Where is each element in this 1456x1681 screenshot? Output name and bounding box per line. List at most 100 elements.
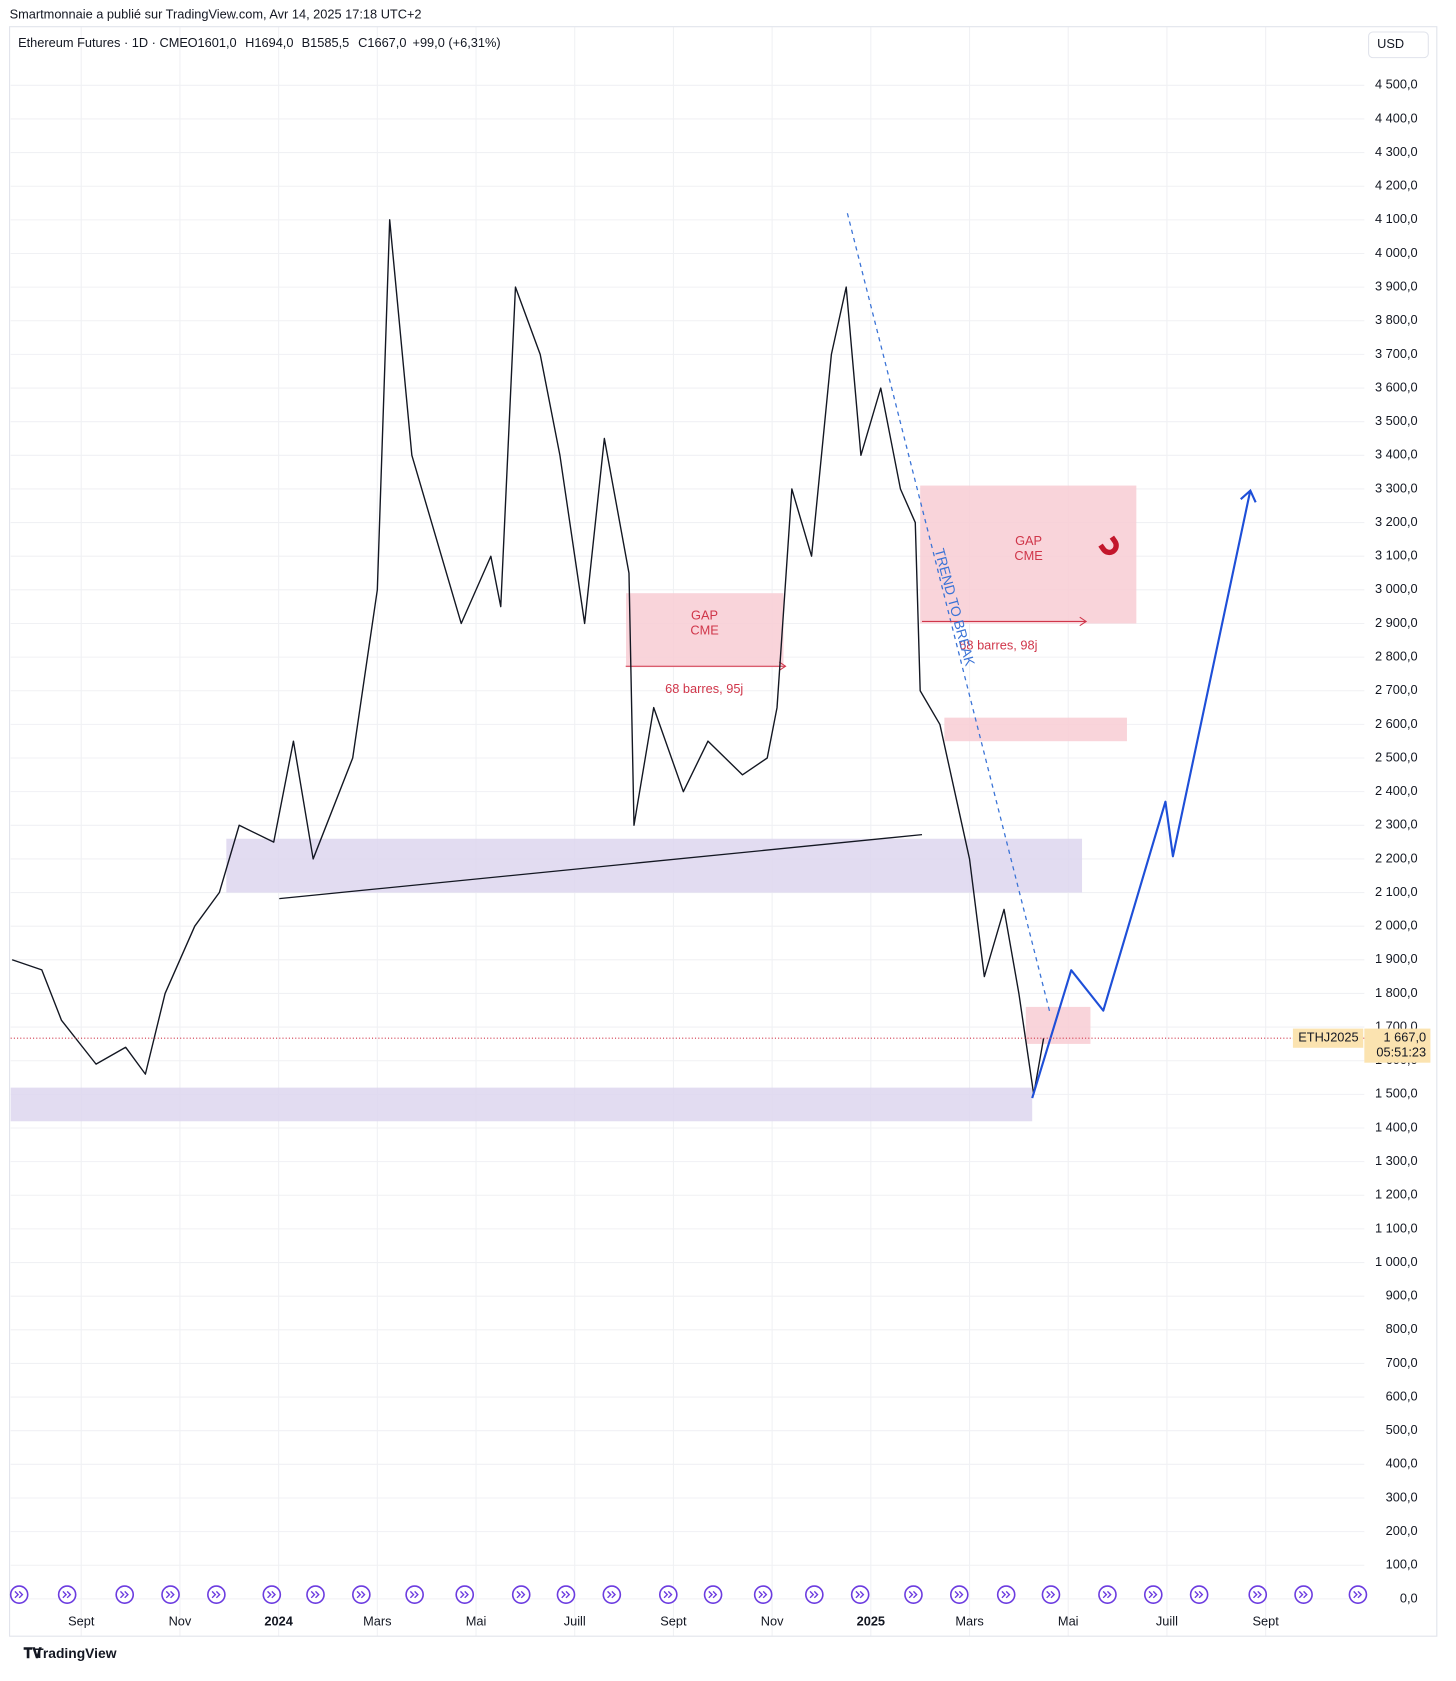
y-tick-label: 3 700,0 (1375, 346, 1418, 361)
gap-label: GAP (1015, 533, 1042, 548)
ohlc-low: B1585,5 (302, 35, 350, 50)
event-icon-glyph (14, 1590, 24, 1599)
event-icon-glyph (62, 1590, 72, 1599)
magnet-icon (1098, 535, 1119, 556)
event-icon-glyph (459, 1590, 469, 1599)
currency[interactable]: USD (1377, 36, 1404, 51)
event-icon (703, 1585, 723, 1604)
y-tick-label: 3 000,0 (1375, 581, 1418, 596)
event-icon-glyph (409, 1590, 419, 1599)
event-icon (9, 1585, 29, 1604)
event-icon-glyph (758, 1590, 768, 1599)
y-tick-label: 2 400,0 (1375, 783, 1418, 798)
price-tag (1364, 1028, 1431, 1063)
publisher: Smartmonnaie a publié sur TradingView.co… (10, 6, 422, 21)
event-icon (1098, 1585, 1117, 1604)
zone (226, 838, 1083, 893)
zone (920, 485, 1137, 624)
y-tick-label: 2 000,0 (1375, 918, 1418, 933)
y-tick-label: 2 900,0 (1375, 615, 1418, 630)
x-tick-label: 2024 (264, 1614, 293, 1629)
event-icon-glyph (1001, 1590, 1011, 1599)
y-tick-label: 3 500,0 (1375, 413, 1418, 428)
y-tick-label: 1 100,0 (1375, 1220, 1418, 1235)
y-tick-label: 100,0 (1386, 1557, 1418, 1572)
y-tick-label: 4 100,0 (1375, 211, 1418, 226)
y-tick-label: 200,0 (1386, 1523, 1418, 1538)
event-icon-glyph (1148, 1590, 1158, 1599)
zone (626, 593, 784, 668)
event-icon-glyph (1194, 1590, 1204, 1599)
event-icon-glyph (809, 1590, 819, 1599)
y-tick-label: 1 800,0 (1375, 985, 1418, 1000)
symbol-label: ETHJ2025 (1298, 1030, 1358, 1045)
bars-count: 68 barres, 95j (665, 681, 743, 696)
event-icon (602, 1585, 622, 1604)
symbol-tag (1292, 1028, 1364, 1048)
event-icon (57, 1585, 77, 1604)
event-icon (1248, 1585, 1268, 1604)
y-tick-label: 3 800,0 (1375, 312, 1418, 327)
event-icon (1348, 1585, 1368, 1604)
arrow-head (778, 661, 787, 671)
event-icon (455, 1585, 475, 1604)
ohlc-open: O1601,0 (188, 35, 237, 50)
event-icon (850, 1585, 870, 1604)
event-icon-glyph (855, 1590, 865, 1599)
y-tick-label: 4 500,0 (1375, 77, 1418, 92)
event-icon-glyph (1353, 1590, 1363, 1599)
event-icon-glyph (1102, 1590, 1112, 1599)
y-tick-label: 2 800,0 (1375, 648, 1418, 663)
gap-label: GAP (691, 608, 718, 623)
event-icon (1041, 1585, 1061, 1604)
event-icon (306, 1585, 325, 1604)
event-icon-glyph (908, 1590, 918, 1599)
event-icon (904, 1585, 923, 1604)
y-tick-label: 3 600,0 (1375, 379, 1418, 394)
event-icon (352, 1585, 371, 1604)
event-icon-glyph (1298, 1590, 1308, 1599)
event-icon-glyph (561, 1590, 571, 1599)
y-tick-label: 1 400,0 (1375, 1119, 1418, 1134)
y-tick-label: 600,0 (1386, 1388, 1418, 1403)
projection-line (1031, 490, 1252, 1099)
y-tick-label: 0,0 (1400, 1590, 1418, 1605)
brand: TradingView (35, 1645, 117, 1661)
gap-label: CME (1014, 548, 1042, 563)
x-tick-label: Sept (1252, 1614, 1279, 1629)
x-tick-label: 2025 (857, 1614, 885, 1629)
event-icon (996, 1585, 1016, 1604)
frame (9, 26, 1438, 1637)
x-tick-label: Juill (564, 1614, 586, 1629)
bars-count: 68 barres, 98j (959, 637, 1037, 652)
x-tick-label: Mai (1058, 1614, 1079, 1629)
ohlc-close: C1667,0 (358, 35, 406, 50)
projection-arrow (1240, 488, 1257, 503)
event-icon (753, 1585, 773, 1604)
y-tick-label: 2 200,0 (1375, 850, 1418, 865)
trend-line (279, 834, 923, 900)
y-tick-label: 1 500,0 (1375, 1086, 1418, 1101)
y-tick-label: 800,0 (1386, 1321, 1418, 1336)
x-tick-label: Sept (68, 1614, 95, 1629)
x-tick-label: Sept (660, 1614, 687, 1629)
background-layer (10, 26, 1365, 1637)
y-tick-label: 700,0 (1386, 1355, 1418, 1370)
x-tick-label: Nov (761, 1614, 784, 1629)
x-tick-label: Juill (1156, 1614, 1178, 1629)
x-tick-label: Mai (466, 1614, 487, 1629)
event-icon (405, 1585, 424, 1604)
last-price-label: 1 667,0 (1383, 1030, 1426, 1045)
currency-button[interactable] (1368, 31, 1429, 59)
event-icon (1294, 1585, 1313, 1604)
y-tick-label: 4 300,0 (1375, 144, 1418, 159)
y-tick-label: 2 700,0 (1375, 682, 1418, 697)
y-tick-label: 1 200,0 (1375, 1187, 1418, 1202)
arrow-head (1079, 616, 1088, 627)
x-tick-label: Nov (169, 1614, 192, 1629)
event-icon (1143, 1585, 1163, 1604)
event-icon-glyph (607, 1590, 616, 1599)
event-icon-glyph (356, 1590, 366, 1599)
event-icon (1189, 1585, 1209, 1604)
